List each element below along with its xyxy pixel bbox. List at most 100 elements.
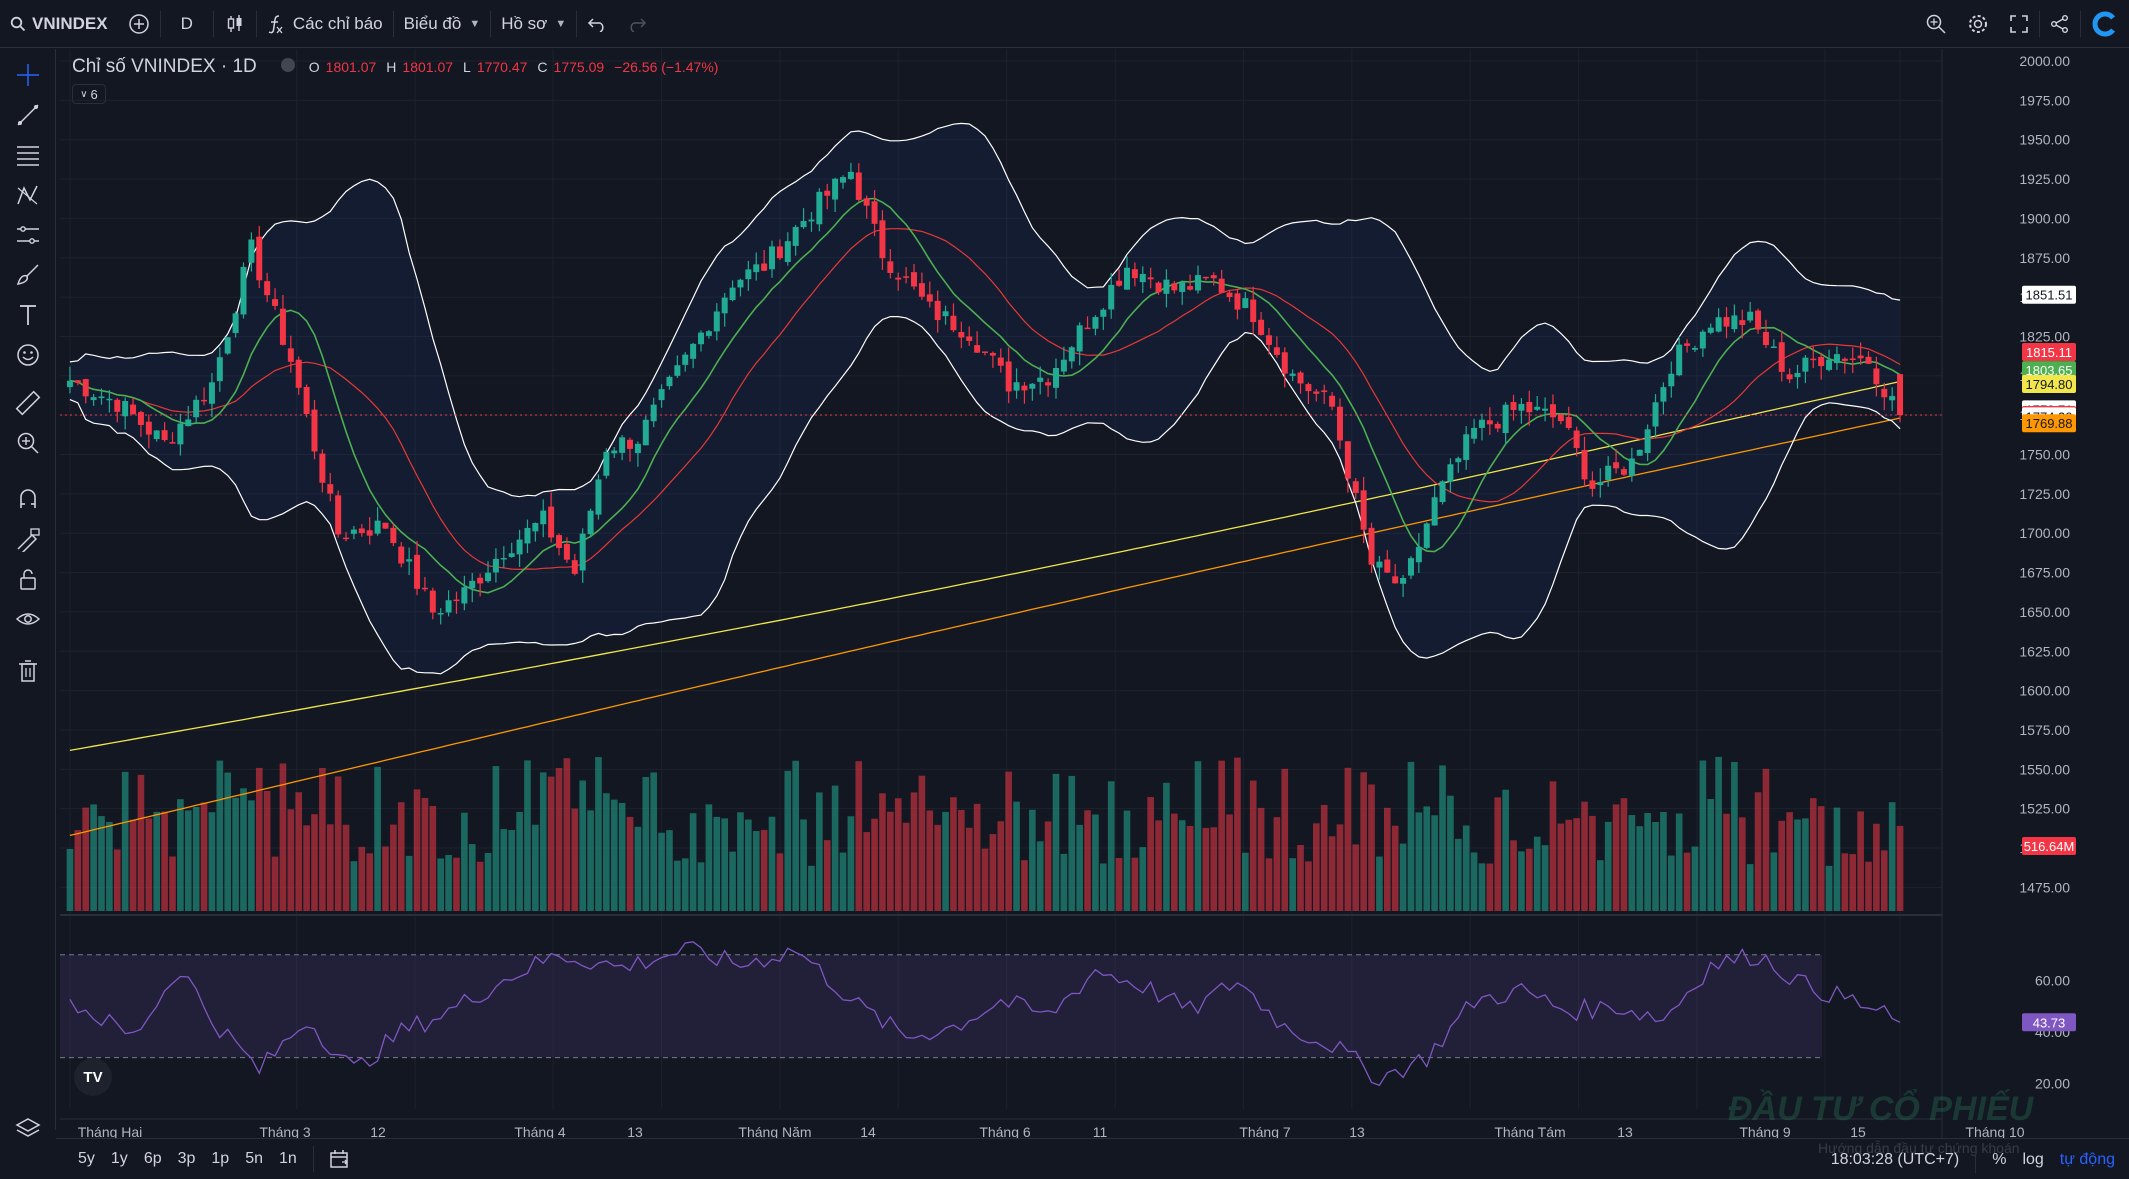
goto-date-button[interactable] [322,1148,356,1170]
volume-bar [1794,819,1801,911]
object-tree-icon[interactable] [12,1113,44,1145]
divider [576,10,578,37]
candle-body [784,241,791,262]
profile-menu-button[interactable]: Hồ sơ ▼ [491,0,576,48]
trash-icon[interactable] [12,655,44,687]
volume-bar [1841,853,1849,911]
chart-type-button[interactable] [214,0,256,48]
text-icon[interactable] [12,299,44,331]
candle-body [658,389,665,401]
price-tick-label: 1950.00 [2019,132,2070,148]
volume-bar [476,861,484,911]
fib-icon[interactable] [12,139,44,171]
range-1m[interactable]: 1p [211,1150,230,1167]
volume-bar [603,793,610,911]
pattern-icon[interactable] [12,179,44,211]
volume-bar [98,816,105,911]
trend-line-icon[interactable] [12,99,44,131]
profile-menu-label: Hồ sơ [501,13,548,33]
volume-bar [397,802,405,911]
indicators-toggle-button[interactable]: ∨ 6 [72,84,106,104]
range-6m[interactable]: 6p [143,1150,162,1167]
clock[interactable]: 18:03:28 (UTC+7) [1830,1150,1960,1168]
range-1y[interactable]: 1y [110,1150,128,1167]
chevron-down-icon: ∨ [80,88,88,100]
volume-bar [934,824,941,911]
lock-drawing-icon[interactable] [12,523,44,555]
settings-button[interactable] [1957,0,1999,48]
emoji-icon[interactable] [12,339,44,371]
volume-bar [1076,824,1083,911]
time-axis[interactable]: Tháng Hai Tháng 3 12 Tháng 4 13 Tháng Năm 14 Th… [60,1118,2025,1138]
volume-bar [729,851,736,911]
ruler-icon[interactable] [12,387,44,419]
range-5d[interactable]: 5n [245,1150,263,1167]
volume-bar [847,816,855,911]
time-tick-label: Tháng 3 [259,1124,311,1138]
volume-bar [1036,841,1044,911]
range-1d[interactable]: 1n [279,1150,297,1167]
unlock-icon[interactable] [12,563,44,595]
chart-menu-button[interactable]: Biểu đồ ▼ [394,0,491,48]
divider [2039,11,2040,37]
candle-body [1510,402,1517,411]
volume-bar [532,824,539,911]
candle-body [366,530,373,536]
top-right-tools [1915,0,2129,48]
watermark-logo: ĐẦU TƯ CỔ PHIẾU [1728,1090,2033,1129]
fullscreen-button[interactable] [1999,0,2039,48]
volume-bar [713,816,721,911]
volume-bar [681,858,689,911]
volume-bar [1470,852,1478,911]
price-tick-label: 1900.00 [2019,210,2070,226]
divider [312,1146,314,1172]
undo-button[interactable] [577,0,617,48]
volume-bar [1809,798,1817,911]
volume-bar [776,853,784,911]
candle-body [145,421,152,435]
candle-body [421,587,428,590]
compare-symbol-button[interactable] [118,0,160,48]
auto-scale-toggle[interactable]: tự động [2059,1150,2115,1168]
quick-search-button[interactable] [1915,0,1957,48]
volume-bar [721,818,728,911]
magnet-icon[interactable] [12,483,44,515]
redo-button[interactable] [617,0,657,48]
crosshair-icon[interactable] [12,59,44,91]
volume-bar [1738,817,1746,911]
legend-open-key: O [308,59,320,75]
candle-body [1833,354,1840,364]
tradingview-logo-icon[interactable]: TV [74,1058,112,1096]
zoom-in-icon[interactable] [12,427,44,459]
indicators-button[interactable]: Các chỉ báo [257,0,393,48]
volume-bar [571,808,579,911]
candle-body [587,510,594,535]
range-3m[interactable]: 3p [177,1150,196,1167]
candle-body [1518,403,1525,411]
redo-icon [630,17,647,32]
volume-bar [1628,815,1636,911]
candle-body [1068,347,1075,362]
volume-bar [1234,757,1241,911]
price-axis[interactable]: 2000.00 1975.00 1950.00 1925.00 1900.00 1875.… [1941,49,2076,1138]
volume-bar [319,768,326,911]
share-button[interactable] [2040,0,2080,48]
volume-bar [1715,756,1722,911]
gear-icon [1969,15,1987,33]
time-tick-label: 14 [860,1124,876,1138]
log-scale-toggle[interactable]: log [2022,1150,2044,1168]
symbol-search-button[interactable]: VNINDEX [0,0,118,48]
candle-body [1123,267,1130,290]
prediction-icon[interactable] [12,219,44,251]
price-tick-label: 1825.00 [2019,328,2070,344]
price-label-badge [2022,343,2076,362]
range-5y[interactable]: 5y [78,1150,95,1167]
eye-icon[interactable] [12,603,44,635]
volume-bar [547,776,555,911]
candle-body [508,553,515,557]
percent-scale-toggle[interactable]: % [1992,1150,2007,1168]
volume-bar [311,814,318,911]
interval-button[interactable]: D [161,0,213,48]
brush-icon[interactable] [12,259,44,291]
